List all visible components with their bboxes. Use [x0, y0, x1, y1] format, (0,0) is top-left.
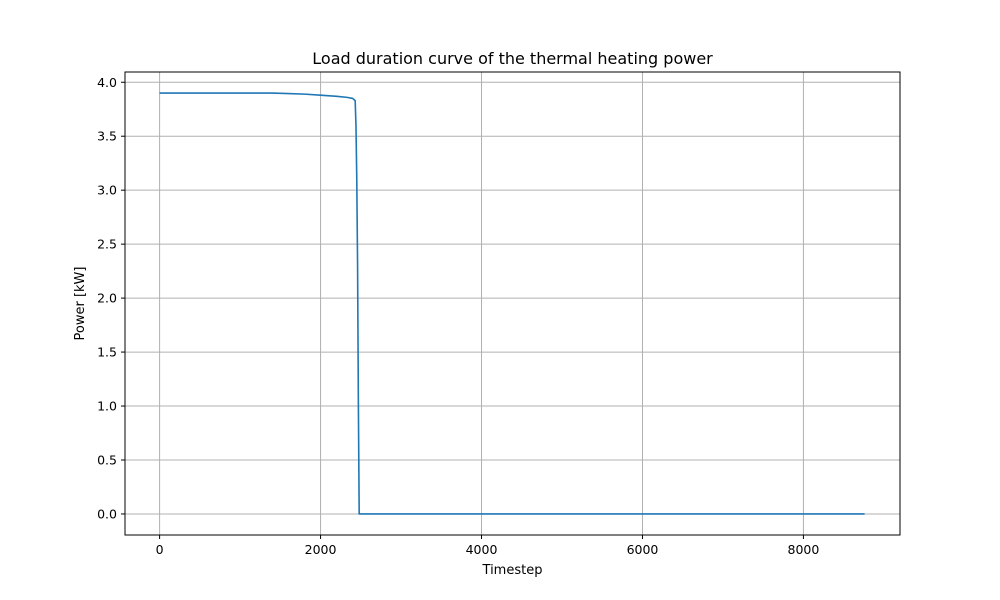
y-tick-label: 0.0	[97, 506, 117, 521]
y-tick-label: 0.5	[97, 452, 117, 467]
series-line-1	[159, 92, 865, 515]
y-tick-label: 2.0	[97, 291, 117, 306]
y-tick-label: 3.0	[97, 183, 117, 198]
y-tick-label: 3.5	[97, 129, 117, 144]
x-tick-label: 2000	[305, 542, 337, 557]
axis-ticks: 0 2000 4000 6000 8000 0.0 0.5 1.0 1.5 2.0 2.5 3.0 3.…	[97, 75, 819, 557]
y-tick-label: 1.0	[97, 399, 117, 414]
y-tick-label: 2.5	[97, 237, 117, 252]
plot-frame	[124, 71, 901, 536]
y-tick-label: 4.0	[97, 75, 117, 90]
x-tick-label: 8000	[788, 542, 820, 557]
chart-title: Load duration curve of the thermal heati…	[312, 49, 713, 68]
y-axis-label: Power [kW]	[73, 267, 88, 341]
x-tick-label: 6000	[627, 542, 659, 557]
grid	[125, 72, 900, 535]
y-tick-label: 1.5	[97, 345, 117, 360]
x-tick-label: 4000	[466, 542, 498, 557]
series-layer	[159, 92, 865, 515]
x-tick-label: 0	[156, 542, 164, 557]
x-axis-label: Timestep	[482, 563, 543, 578]
